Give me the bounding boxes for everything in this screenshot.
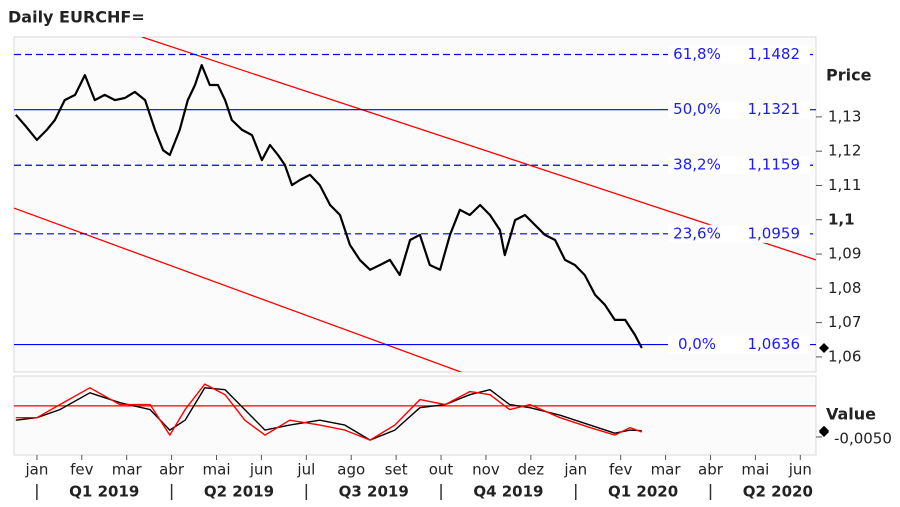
y2-tick-label: -0,0050 [834,429,892,447]
fib-label-bg [668,100,810,119]
x-tick-label: fev [609,461,633,479]
fib-value-label: 1,1159 [748,156,801,174]
quarter-label: Q2 2020 [743,483,813,501]
fib-level-label: 61,8% [673,45,721,63]
quarter-label: Q4 2019 [473,483,543,501]
fib-label-bg [668,45,810,64]
x-tick-label: ago [337,461,365,479]
y-tick-label: 1,08 [828,279,861,297]
quarter-label: Q3 2019 [339,483,409,501]
y-tick-label: 1,12 [828,142,861,160]
x-tick-label: set [385,461,408,479]
chart-title: Daily EURCHF= [8,8,145,27]
y-tick-label: 1,11 [828,176,861,194]
fib-level-label: 38,2% [673,156,721,174]
x-tick-label: mai [203,461,231,479]
x-tick-label: dez [518,461,545,479]
quarter-label: Q1 2019 [69,483,139,501]
trend-line [141,37,816,261]
fib-value-label: 1,0959 [748,224,801,242]
quarter-label: Q2 2019 [204,483,274,501]
indicator-line [15,383,643,441]
last-value-marker [819,426,829,437]
fib-level-label: 50,0% [673,100,721,118]
x-tick-label: mar [651,461,682,479]
x-tick-label: mai [741,461,769,479]
fib-label-bg [668,224,810,243]
x-tick-label: jun [788,461,812,479]
x-tick-label: abr [159,461,185,479]
x-tick-label: nov [472,461,500,479]
y-tick-label: 1,06 [828,347,861,365]
quarter-label: Q1 2020 [608,483,678,501]
y-tick-label: 1,1 [828,210,855,228]
y-tick-label: 1,07 [828,313,861,331]
last-value-marker [819,342,829,353]
y2-axis-title: Value [826,405,876,424]
fib-value-label: 1,1321 [748,100,801,118]
x-tick-label: mar [112,461,143,479]
fib-value-label: 1,1482 [748,45,801,63]
x-tick-label: out [429,461,454,479]
fib-level-label: 0,0% [678,335,716,353]
fib-value-label: 1,0636 [748,335,801,353]
fib-label-bg [668,156,810,175]
y-axis-title: Price [826,66,872,85]
x-tick-label: jun [249,461,273,479]
y-tick-label: 1,13 [828,107,861,125]
indicator-panel [13,375,817,456]
x-tick-label: jan [563,461,587,479]
price-panel [13,36,817,373]
x-tick-label: jul [296,461,315,479]
x-tick-label: abr [698,461,724,479]
fib-label-bg [668,335,810,354]
price-line [14,63,643,349]
fib-level-label: 23,6% [673,224,721,242]
y-tick-label: 1,09 [828,245,861,263]
x-tick-label: fev [70,461,94,479]
x-tick-label: jan [24,461,48,479]
